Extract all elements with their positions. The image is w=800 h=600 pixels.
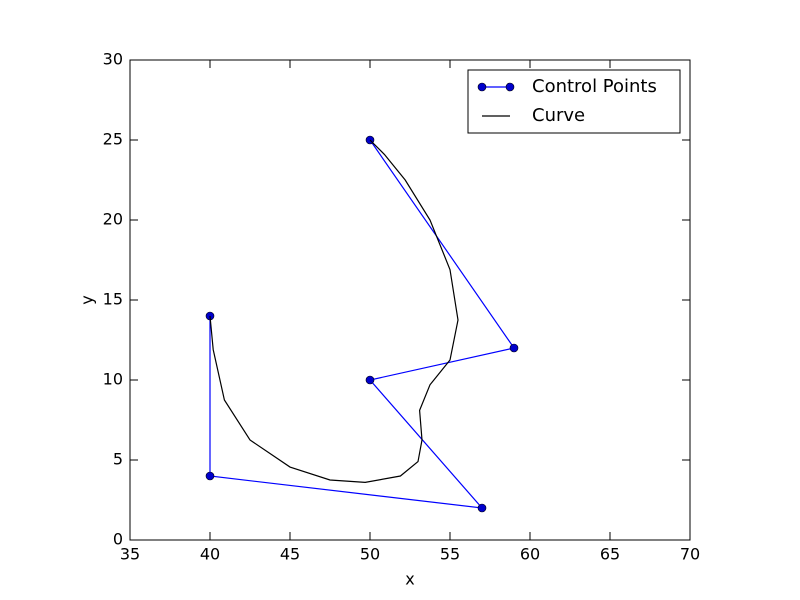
x-tick-label: 45 bbox=[280, 545, 300, 564]
x-tick-label: 50 bbox=[360, 545, 380, 564]
y-tick-label: 10 bbox=[103, 370, 123, 389]
series-line bbox=[209, 139, 459, 484]
y-tick-label: 25 bbox=[103, 130, 123, 149]
x-tick-label: 40 bbox=[200, 545, 220, 564]
y-tick-label: 15 bbox=[103, 290, 123, 309]
legend-marker bbox=[505, 82, 515, 92]
y-axis-label: y bbox=[78, 295, 97, 304]
legend-marker bbox=[477, 82, 487, 92]
legend-label: Curve bbox=[532, 105, 585, 126]
y-tick-label: 5 bbox=[113, 450, 123, 469]
legend-box bbox=[467, 69, 681, 134]
x-tick-label: 55 bbox=[440, 545, 460, 564]
plot-area bbox=[129, 59, 691, 541]
marker bbox=[365, 375, 375, 385]
marker bbox=[509, 343, 519, 353]
x-tick-label: 65 bbox=[600, 545, 620, 564]
x-tick-label: 70 bbox=[680, 545, 700, 564]
x-axis-label: x bbox=[405, 570, 414, 589]
x-tick-label: 60 bbox=[520, 545, 540, 564]
y-tick-label: 30 bbox=[103, 50, 123, 69]
legend-label: Control Points bbox=[532, 76, 657, 97]
marker bbox=[205, 471, 215, 481]
y-tick-label: 20 bbox=[103, 210, 123, 229]
y-tick-label: 0 bbox=[113, 530, 123, 549]
series-line bbox=[209, 139, 516, 509]
x-tick-label: 35 bbox=[120, 545, 140, 564]
marker bbox=[477, 503, 487, 513]
